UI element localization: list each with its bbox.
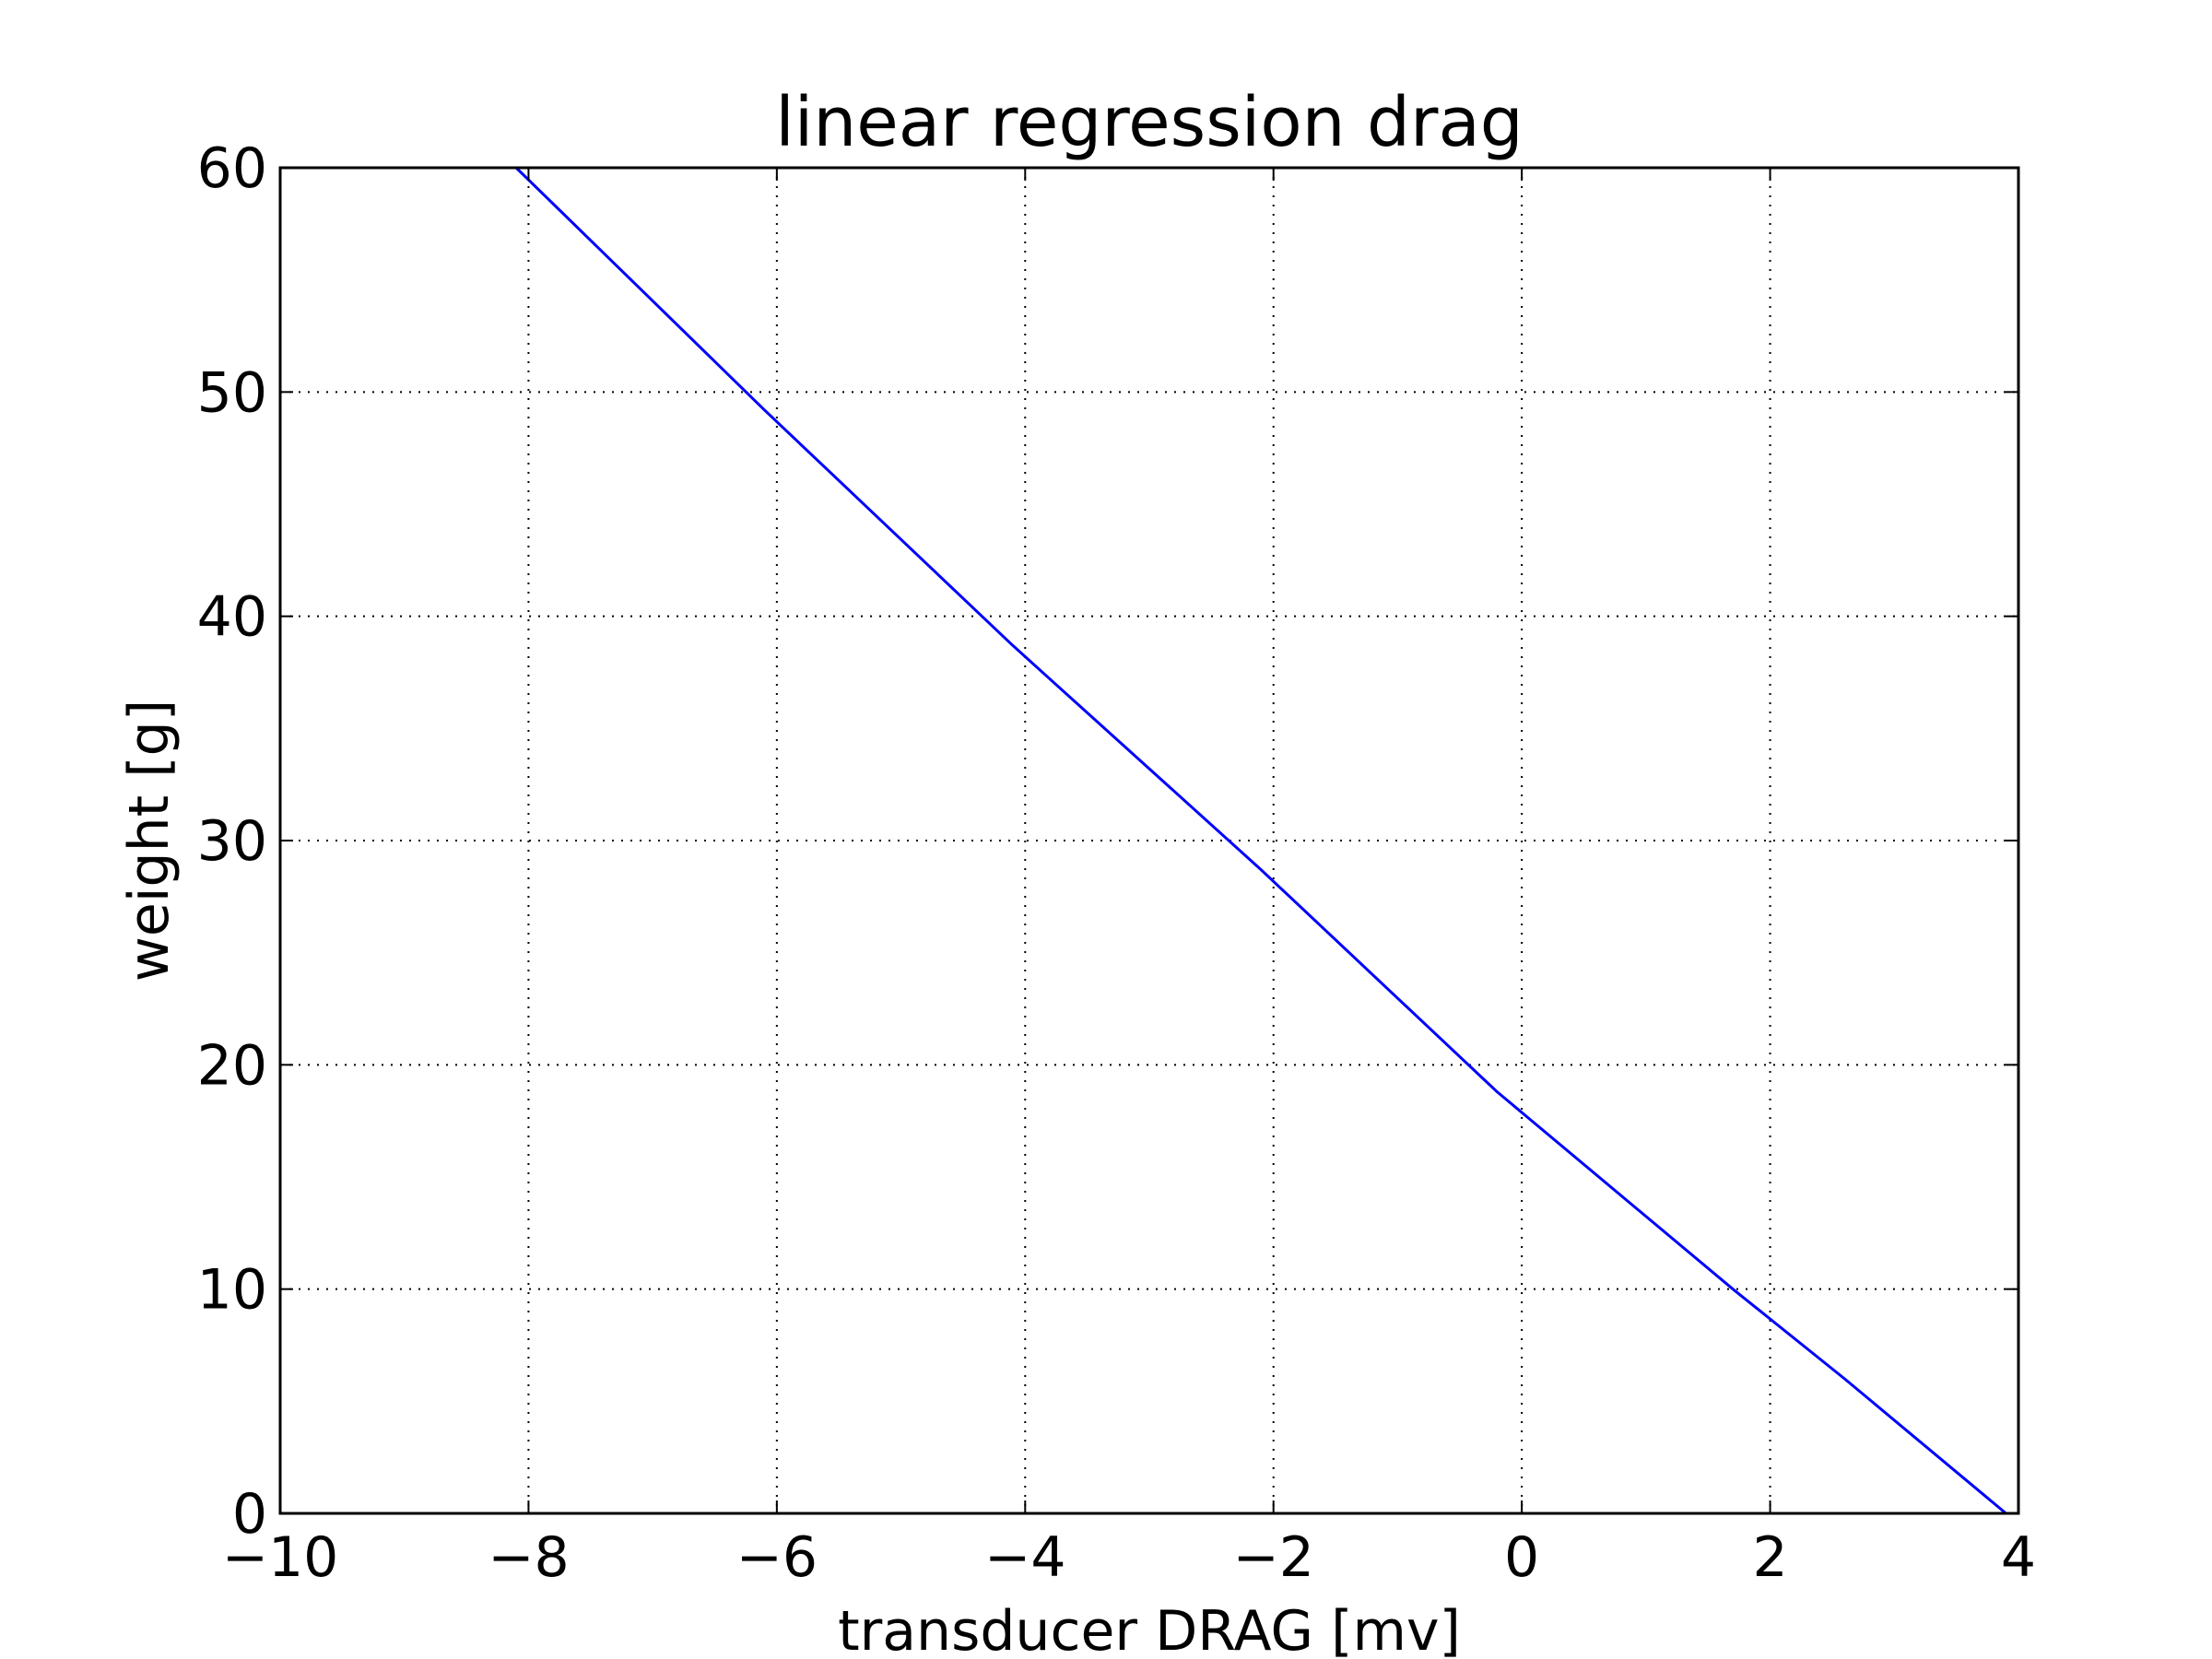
regression-line (514, 166, 2007, 1515)
ticks (279, 167, 2019, 1514)
y-tick-label: 40 (197, 585, 267, 650)
chart-title: linear regression drag (775, 83, 1524, 162)
x-tick-label: −6 (736, 1525, 818, 1590)
y-tick-label: 60 (197, 136, 267, 201)
x-tick-label: −8 (488, 1525, 569, 1590)
y-tick-label: 0 (232, 1482, 267, 1547)
x-tick-labels: −10 −8 −6 −4 −2 0 2 4 (222, 1525, 2036, 1590)
plot-frame (278, 166, 2020, 1515)
y-tick-label: 50 (197, 360, 267, 425)
y-axis-title: weight [g] (117, 700, 182, 982)
x-tick-label: −10 (222, 1525, 339, 1590)
x-axis-title: transducer DRAG [mv] (838, 1599, 1461, 1659)
y-tick-label: 10 (197, 1258, 267, 1323)
x-tick-label: 0 (1504, 1525, 1539, 1590)
series-layer (514, 166, 2007, 1515)
y-tick-label: 30 (197, 809, 267, 874)
x-tick-label: −2 (1232, 1525, 1313, 1590)
y-tick-labels: 0 10 20 30 40 50 60 (197, 136, 267, 1547)
x-tick-label: 4 (2001, 1525, 2036, 1590)
x-tick-label: 2 (1752, 1525, 1787, 1590)
y-tick-label: 20 (197, 1033, 267, 1098)
x-tick-label: −4 (984, 1525, 1065, 1590)
grid (280, 168, 2018, 1513)
